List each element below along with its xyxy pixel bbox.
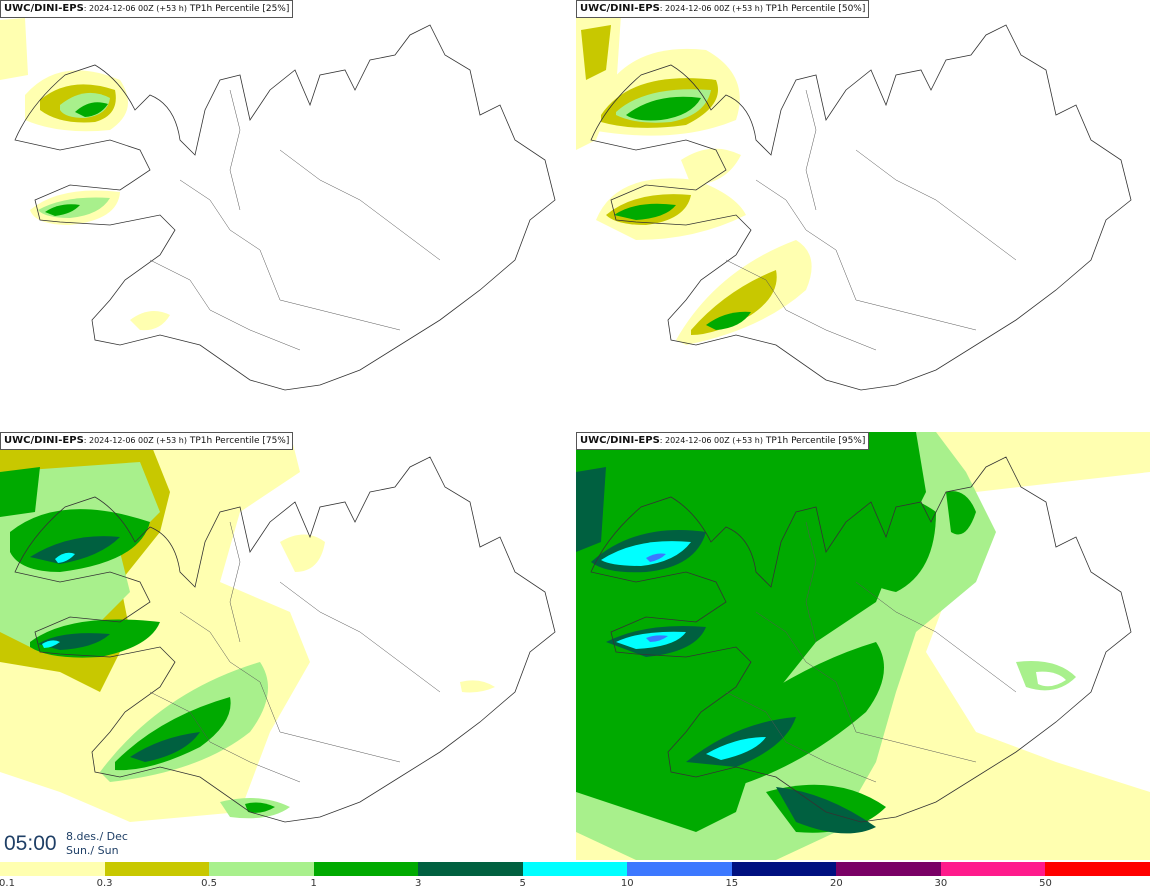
coastline — [14, 456, 556, 823]
legend-label: 10 — [620, 878, 634, 889]
precip-map — [576, 15, 1132, 391]
legend-label: 5 — [519, 878, 526, 889]
precip-color-legend: 0.1 0.3 0.5 1 3 5 10 15 20 30 50 — [0, 862, 1150, 891]
run-info: : 2024-12-06 00Z (+53 h) — [659, 4, 763, 13]
valid-day-line: Sun./ Sun — [66, 844, 119, 857]
precip-area — [614, 203, 676, 220]
model-name: UWC/DINI-EPS — [580, 3, 660, 14]
map-panel-25-percentile: UWC/DINI-EPS: 2024-12-06 00Z (+53 h) TP1… — [0, 0, 574, 428]
precip-area — [130, 311, 170, 331]
model-name: UWC/DINI-EPS — [4, 3, 84, 14]
legend-swatch — [418, 862, 523, 876]
valid-date-line: 8.des./ Dec — [66, 830, 128, 843]
precip-area — [946, 491, 976, 535]
precip-area — [576, 467, 606, 552]
legend-swatch — [1045, 862, 1150, 876]
map-panel-50-percentile: UWC/DINI-EPS: 2024-12-06 00Z (+53 h) TP1… — [576, 0, 1150, 428]
precip-area — [130, 732, 200, 762]
legend-swatch — [627, 862, 732, 876]
coastline — [590, 24, 1132, 391]
precip-area — [55, 552, 75, 563]
model-name: UWC/DINI-EPS — [4, 435, 84, 446]
map-panel-95-percentile: UWC/DINI-EPS: 2024-12-06 00Z (+53 h) TP1… — [576, 432, 1150, 860]
panel-title: UWC/DINI-EPS: 2024-12-06 00Z (+53 h) TP1… — [0, 0, 294, 18]
product-label: TP1h Percentile [75%] — [189, 436, 290, 446]
panel-title: UWC/DINI-EPS: 2024-12-06 00Z (+53 h) TP1… — [0, 432, 294, 450]
product-label: TP1h Percentile [25%] — [189, 4, 290, 14]
legend-swatch — [313, 862, 419, 876]
precip-area — [1036, 671, 1066, 687]
precip-area — [776, 787, 876, 834]
legend-label: 1 — [310, 878, 317, 889]
run-info: : 2024-12-06 00Z (+53 h) — [83, 4, 187, 13]
legend-swatch — [104, 862, 210, 876]
precip-area — [691, 270, 777, 335]
panel-divider — [0, 428, 1150, 432]
precip-field — [0, 18, 170, 331]
precip-field — [576, 432, 1150, 860]
precip-area — [601, 541, 691, 566]
panel-title: UWC/DINI-EPS: 2024-12-06 00Z (+53 h) TP1… — [576, 0, 870, 18]
precip-area — [75, 102, 108, 117]
map-panel-75-percentile: UWC/DINI-EPS: 2024-12-06 00Z (+53 h) TP1… — [0, 432, 574, 860]
product-label: TP1h Percentile [95%] — [765, 436, 866, 446]
valid-time-date: 8.des./ Dec Sun./ Sun — [66, 830, 128, 858]
legend-swatch — [522, 862, 628, 876]
product-label: TP1h Percentile [50%] — [765, 4, 866, 14]
precip-area — [836, 494, 936, 592]
precip-area — [280, 534, 325, 572]
precip-area — [706, 737, 766, 760]
legend-swatch — [209, 862, 314, 876]
precip-map — [0, 432, 556, 823]
valid-time-clock: 05:00 — [4, 832, 57, 855]
precip-area — [706, 311, 751, 330]
legend-swatch — [940, 862, 1046, 876]
precip-area — [45, 204, 80, 216]
precip-area — [0, 467, 40, 517]
precip-area — [30, 536, 120, 564]
legend-label: 30 — [934, 878, 948, 889]
legend-label: 15 — [725, 878, 739, 889]
precip-field — [0, 432, 495, 822]
precip-area — [681, 148, 741, 185]
precip-area — [460, 680, 495, 693]
model-name: UWC/DINI-EPS — [580, 435, 660, 446]
legend-label: 0.3 — [96, 878, 113, 889]
panel-title: UWC/DINI-EPS: 2024-12-06 00Z (+53 h) TP1… — [576, 432, 870, 450]
legend-label: 0.5 — [201, 878, 218, 889]
legend-label: 3 — [414, 878, 422, 889]
precip-area — [646, 553, 666, 562]
precip-field — [576, 15, 812, 345]
legend-label: 20 — [829, 878, 843, 889]
legend-swatch — [836, 862, 941, 876]
precip-area — [38, 633, 110, 650]
legend-swatch — [731, 862, 837, 876]
precip-area — [581, 25, 611, 80]
precip-area — [646, 635, 668, 642]
coastline — [14, 24, 556, 391]
legend-label: 0.1 — [0, 878, 15, 889]
valid-time-box: 05:00 8.des./ Dec Sun./ Sun — [0, 828, 128, 861]
precip-area — [626, 96, 701, 121]
legend-swatch — [0, 862, 105, 876]
precip-area — [245, 802, 275, 813]
precip-area — [42, 640, 60, 648]
precip-map — [576, 432, 1150, 860]
legend-label: 50 — [1039, 878, 1052, 889]
precip-area — [0, 18, 28, 80]
precip-map — [0, 18, 556, 391]
run-info: : 2024-12-06 00Z (+53 h) — [83, 436, 187, 445]
run-info: : 2024-12-06 00Z (+53 h) — [659, 436, 763, 445]
coastline — [590, 456, 1132, 823]
